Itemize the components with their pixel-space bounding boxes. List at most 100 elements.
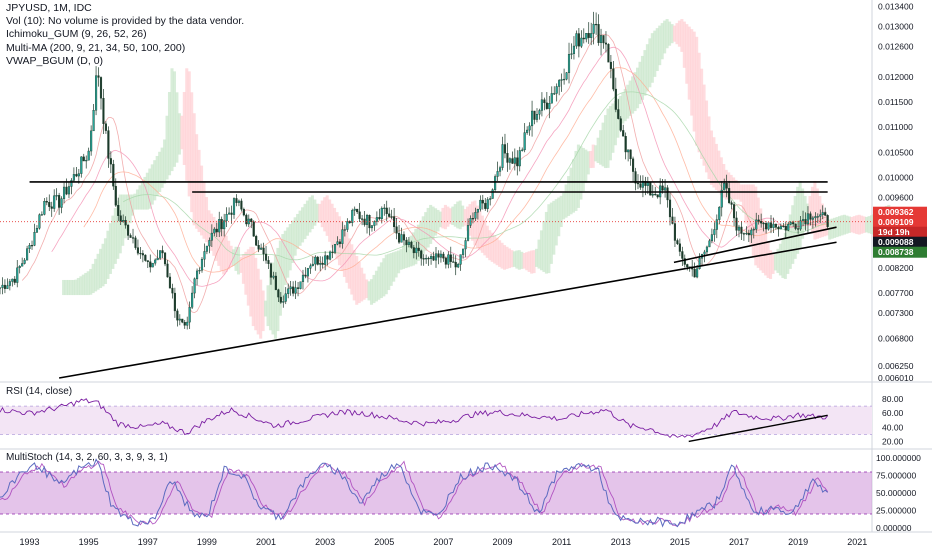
cloud-segment xyxy=(574,150,578,211)
indicator-vwap[interactable]: VWAP_BGUM (D, 0) xyxy=(6,54,104,67)
bull-candle xyxy=(225,214,228,221)
cloud-segment xyxy=(660,23,664,60)
cloud-segment xyxy=(825,218,829,236)
bull-candle xyxy=(646,182,649,186)
price-tick-label: 0.006250 xyxy=(878,361,914,371)
bull-candle xyxy=(237,200,240,203)
cloud-segment xyxy=(246,249,250,306)
year-tick-label: 2005 xyxy=(374,537,394,547)
cloud-segment xyxy=(601,122,605,167)
bull-candle xyxy=(466,225,470,241)
indicator-multi-ma[interactable]: Multi-MA (200, 9, 21, 34, 50, 100, 200) xyxy=(6,41,186,54)
cloud-segment xyxy=(594,145,598,162)
indicator-ichimoku[interactable]: Ichimoku_GUM (9, 26, 52, 26) xyxy=(6,28,147,41)
bull-candle xyxy=(814,216,817,219)
bear-candle xyxy=(257,245,260,250)
bear-candle xyxy=(506,153,509,163)
bull-candle xyxy=(40,214,43,216)
cloud-segment xyxy=(172,71,176,167)
bull-candle xyxy=(8,281,11,286)
symbol-title[interactable]: JPYUSD, 1M, IDC xyxy=(6,2,92,14)
cloud-segment xyxy=(266,285,270,327)
bear-candle xyxy=(693,268,696,278)
bull-candle xyxy=(555,86,558,94)
bull-candle xyxy=(703,251,706,255)
bear-candle xyxy=(769,222,773,228)
cloud-segment xyxy=(500,242,504,269)
bear-candle xyxy=(673,223,676,241)
bear-candle xyxy=(644,180,647,186)
bull-candle xyxy=(314,256,317,265)
cloud-segment xyxy=(539,230,544,271)
cloud-segment xyxy=(645,44,649,92)
bull-candle xyxy=(365,215,369,225)
cloud-segment xyxy=(549,202,553,264)
cloud-segment xyxy=(636,67,640,109)
moving-averages xyxy=(21,33,828,314)
bull-candle xyxy=(531,110,534,127)
cloud-segment xyxy=(554,199,558,246)
cloud-segment xyxy=(682,21,686,68)
bull-candle xyxy=(218,219,221,233)
bull-candle xyxy=(651,193,654,196)
bull-candle xyxy=(90,130,93,152)
year-tick-label: 2011 xyxy=(552,537,571,547)
bear-candle xyxy=(432,256,435,261)
bear-candle xyxy=(326,255,329,260)
cloud-segment xyxy=(301,207,305,243)
bull-candle xyxy=(447,254,450,265)
bull-candle xyxy=(518,150,521,167)
bull-candle xyxy=(713,229,716,235)
cloud-segment xyxy=(281,234,285,301)
bear-candle xyxy=(395,226,398,234)
indicator-volume[interactable]: Vol (10): No volume is provided by the d… xyxy=(6,15,245,28)
cloud-segment xyxy=(394,251,398,278)
cloud-segment xyxy=(273,255,277,339)
bear-candle xyxy=(617,109,620,119)
cloud-segment xyxy=(788,214,792,269)
cloud-segment xyxy=(453,204,457,227)
cloud-segment xyxy=(480,215,484,253)
cloud-segment xyxy=(409,235,413,267)
bull-candle xyxy=(1,284,4,288)
cloud-segment xyxy=(564,184,568,218)
cloud-segment xyxy=(101,243,105,287)
bull-candle xyxy=(755,219,758,230)
bear-candle xyxy=(124,220,127,226)
bear-candle xyxy=(614,88,617,110)
bull-candle xyxy=(570,53,573,55)
cloud-segment xyxy=(209,213,213,251)
bull-candle xyxy=(459,254,462,265)
cloud-segment xyxy=(542,221,546,272)
bear-candle xyxy=(681,251,684,259)
bull-candle xyxy=(208,240,211,247)
cloud-segment xyxy=(626,84,630,119)
cloud-segment xyxy=(786,223,790,274)
price-tick-label: 0.010000 xyxy=(878,172,914,182)
bear-candle xyxy=(48,202,51,207)
ma-21-line xyxy=(51,46,828,287)
price-tick-label: 0.010500 xyxy=(878,147,914,157)
bull-candle xyxy=(425,257,428,260)
bear-candle xyxy=(543,99,546,104)
bull-candle xyxy=(324,255,327,265)
bull-candle xyxy=(806,213,810,225)
cloud-segment xyxy=(448,208,452,225)
cloud-segment xyxy=(441,207,445,229)
cloud-segment xyxy=(567,176,571,216)
cloud-segment xyxy=(424,212,428,251)
stoch-label[interactable]: MultiStoch (14, 3, 2, 60, 3, 3, 9, 3, 1) xyxy=(6,452,168,463)
bull-candle xyxy=(284,293,287,302)
cloud-segment xyxy=(67,279,71,296)
bear-candle xyxy=(636,182,640,185)
year-tick-label: 2013 xyxy=(611,537,631,547)
bull-candle xyxy=(567,54,571,73)
rsi-label[interactable]: RSI (14, close) xyxy=(6,386,73,397)
cloud-segment xyxy=(744,184,748,224)
rsi-pane: 80.00 60.00 40.00 20.00 xyxy=(0,394,904,446)
bear-candle xyxy=(471,218,475,220)
cloud-segment xyxy=(74,279,78,296)
bull-candle xyxy=(599,35,603,43)
